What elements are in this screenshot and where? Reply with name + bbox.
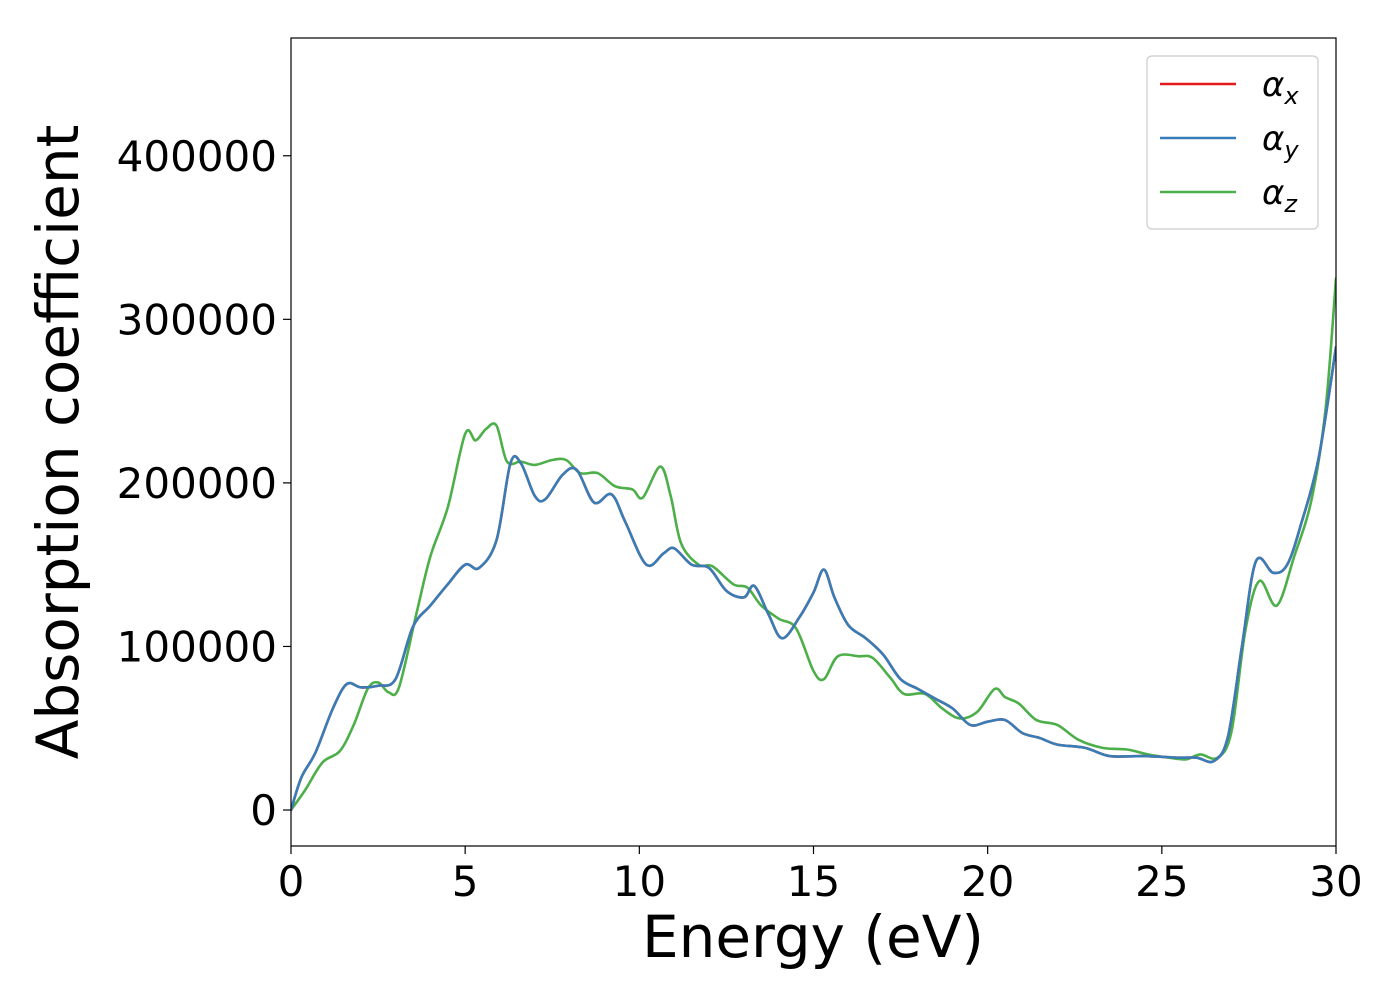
y-axis: 0 100000 200000 300000 400000 (117, 132, 291, 835)
series-line-x (291, 345, 1336, 812)
y-tick-label: 300000 (117, 295, 277, 344)
series-line-z (291, 277, 1336, 812)
x-tick-label: 30 (1309, 857, 1362, 906)
y-tick-label: 100000 (117, 622, 277, 671)
x-tick-label: 5 (452, 857, 479, 906)
x-tick-label: 25 (1135, 857, 1188, 906)
x-tick-label: 10 (613, 857, 666, 906)
legend-label-z: αz (1262, 173, 1298, 218)
y-tick-label: 0 (250, 786, 277, 835)
x-axis-label: Energy (eV) (642, 903, 984, 971)
x-tick-label: 15 (787, 857, 840, 906)
legend: αx αy αz (1146, 55, 1319, 230)
legend-label-x: αx (1262, 65, 1299, 110)
y-axis-label: Absorption coefficient (24, 125, 92, 760)
y-tick-label: 200000 (117, 459, 277, 508)
series-line-y (291, 345, 1336, 812)
legend-box (1146, 55, 1319, 230)
x-tick-label: 20 (961, 857, 1014, 906)
y-tick-label: 400000 (117, 132, 277, 181)
series-layer (291, 277, 1336, 812)
x-tick-label: 0 (278, 857, 305, 906)
legend-label-y: αy (1262, 119, 1299, 164)
x-axis: 0 5 10 15 20 25 30 (278, 846, 1363, 906)
